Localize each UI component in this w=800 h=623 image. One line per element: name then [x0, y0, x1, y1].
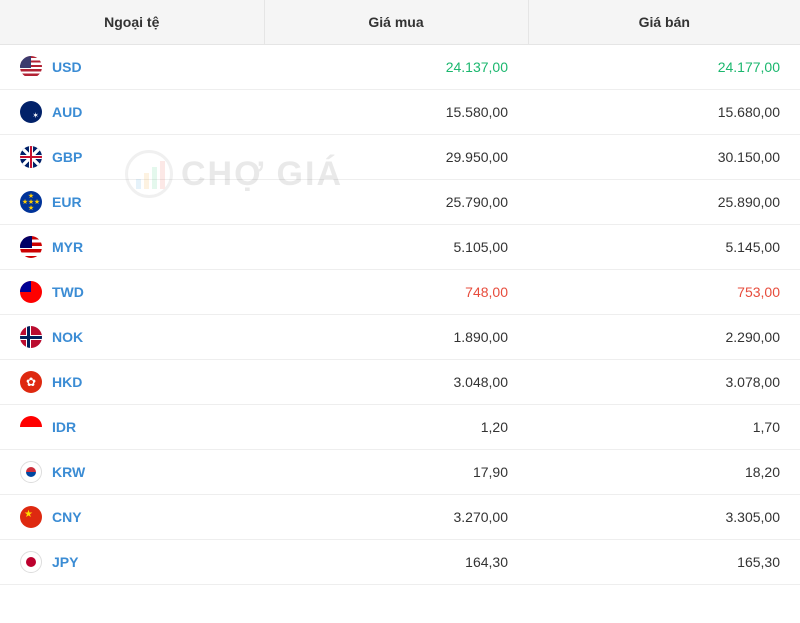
currency-code[interactable]: AUD — [52, 104, 82, 120]
hkd-flag-icon — [20, 371, 42, 393]
currency-cell[interactable]: MYR — [0, 225, 264, 270]
sell-price: 3.078,00 — [528, 360, 800, 405]
sell-price: 25.890,00 — [528, 180, 800, 225]
currency-code[interactable]: IDR — [52, 419, 76, 435]
currency-cell[interactable]: NOK — [0, 315, 264, 360]
sell-price: 165,30 — [528, 540, 800, 585]
currency-code[interactable]: JPY — [52, 554, 78, 570]
table-row: GBP 29.950,0030.150,00 — [0, 135, 800, 180]
myr-flag-icon — [20, 236, 42, 258]
currency-code[interactable]: KRW — [52, 464, 85, 480]
buy-price: 25.790,00 — [264, 180, 528, 225]
currency-code[interactable]: MYR — [52, 239, 83, 255]
currency-cell[interactable]: KRW — [0, 450, 264, 495]
currency-cell[interactable]: HKD — [0, 360, 264, 405]
currency-cell[interactable]: CNY — [0, 495, 264, 540]
sell-price: 1,70 — [528, 405, 800, 450]
header-currency: Ngoại tệ — [0, 0, 264, 45]
krw-flag-icon — [20, 461, 42, 483]
currency-cell[interactable]: IDR — [0, 405, 264, 450]
buy-price: 1,20 — [264, 405, 528, 450]
header-sell: Giá bán — [528, 0, 800, 45]
gbp-flag-icon — [20, 146, 42, 168]
currency-cell[interactable]: JPY — [0, 540, 264, 585]
sell-price: 18,20 — [528, 450, 800, 495]
sell-price: 2.290,00 — [528, 315, 800, 360]
table-header-row: Ngoại tệ Giá mua Giá bán — [0, 0, 800, 45]
buy-price: 15.580,00 — [264, 90, 528, 135]
table-row: HKD 3.048,003.078,00 — [0, 360, 800, 405]
aud-flag-icon — [20, 101, 42, 123]
eur-flag-icon — [20, 191, 42, 213]
table-row: NOK 1.890,002.290,00 — [0, 315, 800, 360]
jpy-flag-icon — [20, 551, 42, 573]
currency-cell[interactable]: AUD — [0, 90, 264, 135]
table-row: EUR 25.790,0025.890,00 — [0, 180, 800, 225]
currency-cell[interactable]: TWD — [0, 270, 264, 315]
table-row: JPY 164,30165,30 — [0, 540, 800, 585]
currency-cell[interactable]: USD — [0, 45, 264, 90]
currency-code[interactable]: USD — [52, 59, 82, 75]
idr-flag-icon — [20, 416, 42, 438]
twd-flag-icon — [20, 281, 42, 303]
sell-price: 5.145,00 — [528, 225, 800, 270]
buy-price: 17,90 — [264, 450, 528, 495]
table-row: CNY 3.270,003.305,00 — [0, 495, 800, 540]
cny-flag-icon — [20, 506, 42, 528]
currency-code[interactable]: GBP — [52, 149, 82, 165]
table-row: MYR 5.105,005.145,00 — [0, 225, 800, 270]
buy-price: 1.890,00 — [264, 315, 528, 360]
nok-flag-icon — [20, 326, 42, 348]
table-row: USD 24.137,0024.177,00 — [0, 45, 800, 90]
buy-price: 5.105,00 — [264, 225, 528, 270]
usd-flag-icon — [20, 56, 42, 78]
sell-price: 3.305,00 — [528, 495, 800, 540]
table-row: KRW 17,9018,20 — [0, 450, 800, 495]
currency-code[interactable]: TWD — [52, 284, 84, 300]
sell-price: 30.150,00 — [528, 135, 800, 180]
buy-price: 748,00 — [264, 270, 528, 315]
sell-price: 753,00 — [528, 270, 800, 315]
sell-price: 24.177,00 — [528, 45, 800, 90]
currency-code[interactable]: NOK — [52, 329, 83, 345]
header-buy: Giá mua — [264, 0, 528, 45]
buy-price: 24.137,00 — [264, 45, 528, 90]
buy-price: 3.048,00 — [264, 360, 528, 405]
exchange-rate-table: Ngoại tệ Giá mua Giá bán USD 24.137,0024.… — [0, 0, 800, 585]
table-row: IDR 1,201,70 — [0, 405, 800, 450]
exchange-rate-table-container: CHỢ GIÁ Ngoại tệ Giá mua Giá bán USD24.1… — [0, 0, 800, 585]
currency-code[interactable]: HKD — [52, 374, 82, 390]
buy-price: 164,30 — [264, 540, 528, 585]
currency-cell[interactable]: EUR — [0, 180, 264, 225]
buy-price: 3.270,00 — [264, 495, 528, 540]
sell-price: 15.680,00 — [528, 90, 800, 135]
currency-code[interactable]: CNY — [52, 509, 82, 525]
table-row: TWD 748,00753,00 — [0, 270, 800, 315]
buy-price: 29.950,00 — [264, 135, 528, 180]
currency-cell[interactable]: GBP — [0, 135, 264, 180]
table-row: AUD 15.580,0015.680,00 — [0, 90, 800, 135]
currency-code[interactable]: EUR — [52, 194, 82, 210]
